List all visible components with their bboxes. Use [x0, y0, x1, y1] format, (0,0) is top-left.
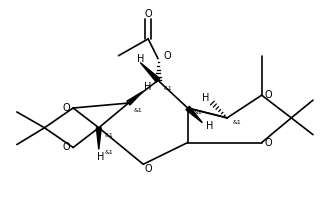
Text: O: O — [62, 103, 70, 113]
Text: H: H — [206, 121, 213, 131]
Polygon shape — [127, 91, 143, 105]
Text: H: H — [144, 82, 152, 92]
Text: O: O — [144, 9, 152, 19]
Text: &1: &1 — [193, 110, 202, 115]
Polygon shape — [186, 106, 203, 123]
Text: &1: &1 — [233, 120, 241, 125]
Polygon shape — [96, 128, 101, 150]
Text: &1: &1 — [104, 133, 113, 138]
Text: &1: &1 — [134, 108, 143, 113]
Text: H: H — [97, 152, 104, 162]
Text: O: O — [62, 143, 70, 153]
Text: H: H — [136, 54, 144, 64]
Text: H: H — [202, 93, 209, 103]
Polygon shape — [140, 62, 160, 82]
Text: &1: &1 — [163, 86, 172, 91]
Text: O: O — [265, 90, 273, 100]
Text: O: O — [163, 51, 171, 61]
Text: O: O — [144, 164, 152, 174]
Text: O: O — [265, 138, 273, 148]
Text: &1: &1 — [104, 150, 113, 155]
